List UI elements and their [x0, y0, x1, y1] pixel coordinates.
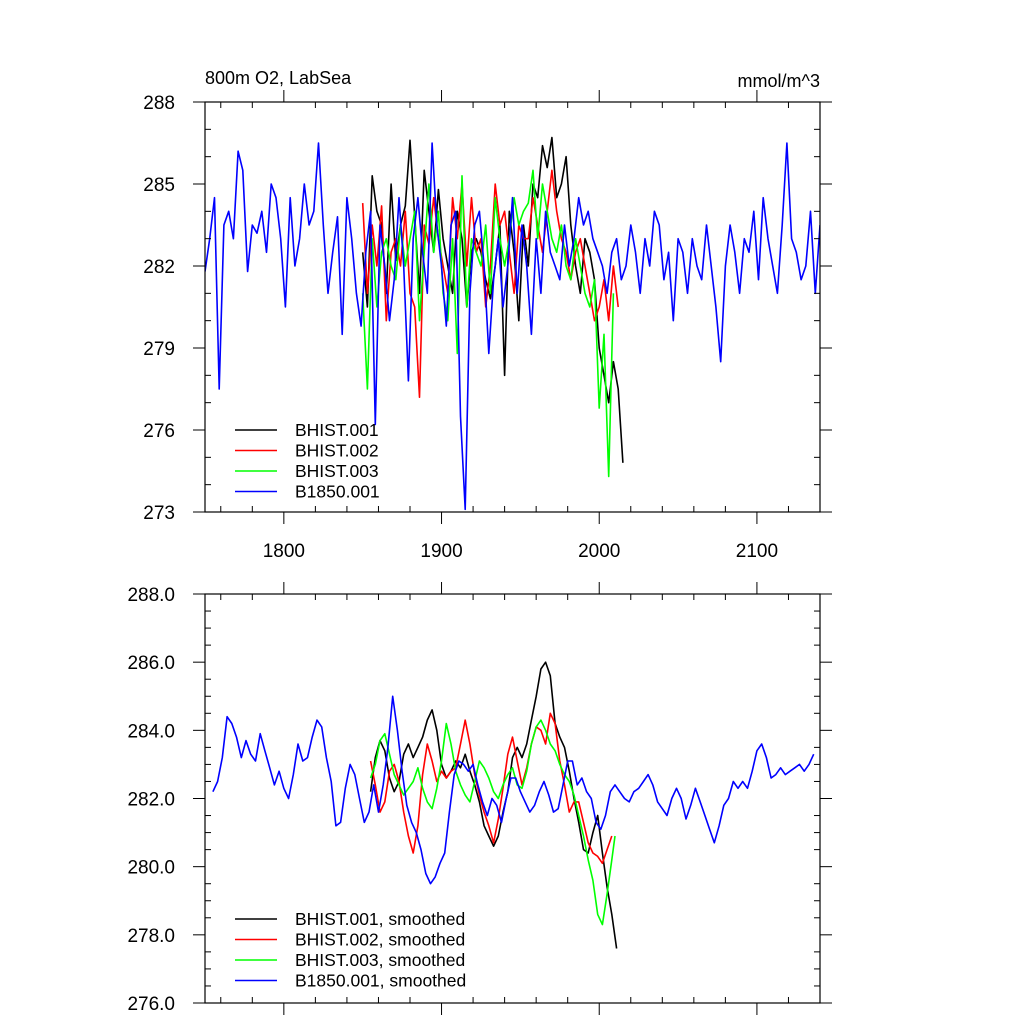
chart-2-y-tick-label: 276.0: [127, 994, 175, 1015]
chart-1-plot-frame: [204, 101, 821, 513]
chart-1-legend-label-1: BHIST.001: [295, 420, 379, 440]
chart-1-series-line-3: [361, 169, 615, 478]
chart-2-series-line-3: [369, 719, 616, 926]
chart-1-series-line-4: [205, 142, 820, 511]
chart-1-raw-oxygen: 1800 1900 2000 2100 273 276 279 282 285 288 BHIST.…: [143, 90, 832, 562]
chart-1-x-tick-label: 1800: [263, 541, 305, 562]
chart-1-legend-label-3: BHIST.003: [295, 461, 379, 481]
chart-1-y-tick-label: 273: [143, 503, 175, 524]
chart-1-title-right: mmol/m^3: [738, 71, 820, 91]
chart-2-legend-label-4: B1850.001, smoothed: [295, 971, 466, 991]
chart-1-legend-label-2: BHIST.002: [295, 441, 379, 461]
chart-2-legend-label-3: BHIST.003, smoothed: [295, 950, 465, 970]
chart-2-y-tick-label: 282.0: [127, 790, 175, 811]
chart-2-series-line-4: [212, 695, 815, 885]
chart-2-series-line-1: [369, 661, 618, 949]
chart-1-title-left: 800m O2, LabSea: [205, 68, 352, 88]
chart-2-y-tick-label: 280.0: [127, 858, 175, 879]
chart-1-y-tick-label: 285: [143, 175, 175, 196]
chart-1-x-tick-label: 2000: [578, 541, 620, 562]
chart-2-y-tick-label: 278.0: [127, 926, 175, 947]
chart-2-legend-label-2: BHIST.002, smoothed: [295, 930, 465, 950]
chart-1-y-tick-label: 282: [143, 257, 175, 278]
chart-2-legend-label-1: BHIST.001, smoothed: [295, 909, 465, 929]
chart-1-y-tick-label: 279: [143, 339, 175, 360]
chart-2-smoothed-oxygen: 276.0 278.0 280.0 282.0 284.0 286.0 288.0 BHIST…: [127, 582, 832, 1015]
chart-1-x-tick-label: 2100: [736, 541, 778, 562]
chart-2-series-line-2: [369, 712, 613, 865]
chart-1-y-tick-label: 276: [143, 421, 175, 442]
chart-1-series-line-2: [361, 169, 619, 399]
chart-1-y-tick-label: 288: [143, 93, 175, 114]
chart-1-legend-label-4: B1850.001: [295, 482, 380, 502]
chart-2-y-tick-label: 286.0: [127, 653, 175, 674]
chart-2-y-tick-label: 284.0: [127, 721, 175, 742]
chart-2-y-tick-label: 288.0: [127, 585, 175, 606]
chart-1-x-tick-label: 1900: [420, 541, 462, 562]
